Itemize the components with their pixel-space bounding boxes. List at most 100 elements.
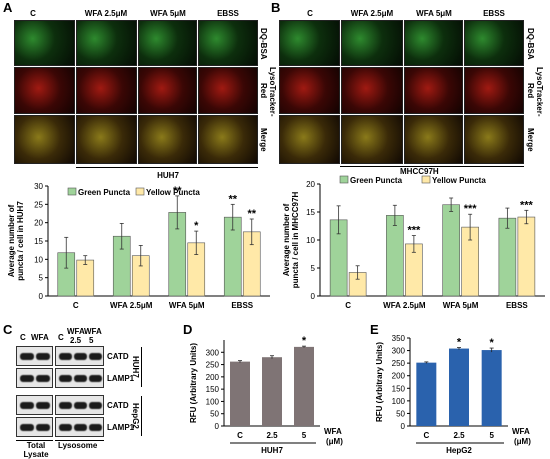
x-tick-label: 2.5 [266, 431, 278, 440]
a-col-header-3: WFA 5μM [150, 9, 186, 18]
chart-b-puncta-mhcc97h: 0 5 10 15 20 C *** WFA 2.5μM *** WFA 5μM *** EBSS Av… [282, 175, 545, 310]
c-lane-wfa3: WFA [84, 327, 102, 336]
x-tick-label: 5 [489, 431, 494, 440]
y-tick-label: 0 [215, 422, 220, 431]
significance-label: *** [520, 199, 534, 211]
blot-huh7-lamp1-lyso [55, 368, 104, 388]
legend-swatch [421, 175, 431, 184]
legend-label: Green Puncta [350, 176, 403, 185]
a-micrograph-c-dqbsa [14, 20, 75, 66]
significance-label: ** [173, 185, 182, 197]
c-hepg2-bracket [141, 396, 142, 436]
bar [294, 346, 314, 426]
c-bottom-lysosome: Lysosome [58, 441, 98, 450]
y-tick-label: 200 [206, 373, 220, 382]
c-cell-line-huh7: HUH7 [131, 356, 140, 378]
y-tick-label: 200 [392, 372, 406, 381]
y-tick-label: 250 [392, 359, 406, 368]
panel-d-label: D [183, 322, 193, 337]
significance-label: * [302, 335, 307, 347]
y-tick-label: 250 [206, 361, 220, 370]
y-tick-label: 100 [392, 397, 406, 406]
panel-a-label: A [3, 0, 13, 15]
significance-label: *** [407, 225, 421, 237]
b-micrograph-wfa5-dqbsa [404, 20, 463, 66]
a-micrograph-wfa5-dqbsa [138, 20, 197, 66]
c-cell-line-hepg2: HepG2 [131, 403, 140, 429]
y-axis-label: RFU (Arbitrary Units) [375, 342, 384, 422]
y-tick-label: 300 [206, 348, 220, 357]
a-micrograph-wfa5-merge [138, 115, 197, 164]
y-tick-label: 350 [392, 334, 406, 343]
blot-hepg2-lamp1-lyso [55, 417, 104, 437]
a-micrograph-wfa25-dqbsa [76, 20, 137, 66]
c-total-underline [16, 440, 53, 441]
significance-label: ** [247, 208, 256, 220]
c-lane-dose-5: 5 [89, 336, 94, 345]
y-tick-label: 20 [306, 180, 315, 189]
x-tick-label: WFA 2.5μM [383, 301, 426, 310]
x-tick-label: EBSS [506, 301, 528, 310]
y-tick-label: 25 [34, 200, 43, 209]
a-micrograph-ebss-lyso [198, 67, 258, 114]
significance-label: * [194, 220, 199, 232]
significance-label: ** [228, 193, 237, 205]
y-tick-label: 0 [311, 292, 316, 301]
panel-b-label: B [271, 0, 281, 15]
b-micrograph-wfa5-lyso [404, 67, 463, 114]
y-axis-label: Average number of [282, 203, 291, 276]
b-col-header-4: EBSS [483, 9, 505, 18]
legend-label: Yellow Puncta [432, 176, 486, 185]
x-tick-label: 5 [302, 431, 307, 440]
a-row-label-merge: Merge [259, 128, 268, 152]
a-micrograph-c-merge [14, 115, 75, 164]
a-treatment-underline [76, 167, 258, 168]
b-micrograph-ebss-lyso [464, 67, 524, 114]
c-row-label-catd-1: CATD [107, 352, 129, 361]
a-row-label-lyso: LysoTracker-Red [259, 67, 277, 117]
y-tick-label: 150 [206, 385, 220, 394]
a-micrograph-ebss-dqbsa [198, 20, 258, 66]
b-micrograph-ebss-merge [464, 115, 524, 164]
c-lane-c2: C [58, 333, 64, 342]
x-tick-label: WFA 5μM [169, 301, 205, 310]
b-row-label-merge: Merge [526, 128, 535, 152]
legend-swatch [339, 175, 349, 184]
y-tick-label: 20 [34, 219, 43, 228]
a-col-header-2: WFA 2.5μM [84, 9, 128, 18]
significance-label: *** [464, 203, 478, 215]
bar-yellow [76, 259, 95, 297]
bar-green [498, 217, 517, 297]
y-tick-label: 150 [392, 384, 406, 393]
bar [481, 350, 502, 426]
x-tick-label: WFA 2.5μM [110, 301, 153, 310]
y-tick-label: 100 [206, 397, 220, 406]
a-micrograph-wfa25-merge [76, 115, 137, 164]
y-tick-label: 15 [34, 237, 43, 246]
c-huh7-bracket [141, 347, 142, 387]
legend-label: Yellow Puncta [146, 188, 200, 197]
b-row-label-dqbsa: DQ-BSA [526, 28, 535, 60]
a-col-header-4: EBSS [217, 9, 239, 18]
panel-e-label: E [370, 322, 379, 337]
bar [449, 348, 469, 426]
c-lyso-underline [55, 440, 104, 441]
b-cell-line-label: MHCC97H [400, 167, 439, 176]
c-row-label-catd-2: CATD [107, 401, 129, 410]
legend-swatch [135, 187, 145, 196]
y-axis-label: RFU (Arbitrary Units) [189, 343, 198, 423]
y-tick-label: 10 [306, 236, 315, 245]
c-lane-dose-25: 2.5 [70, 336, 82, 345]
blot-hepg2-lamp1-total [16, 417, 53, 437]
chart-d-rfu-huh7: 0 50 100 150 200 250 300 C 2.5 * 5 WFA(μM) HUH7 RFU (… [189, 335, 343, 455]
panel-c-label: C [3, 322, 13, 337]
y-axis-label: puncta / cell in HUH7 [16, 201, 25, 281]
b-micrograph-c-lyso [279, 67, 340, 114]
x-unit-label-sub: (μM) [514, 437, 531, 446]
c-lane-wfa2: WFA [67, 327, 85, 336]
blot-huh7-catd-total [16, 346, 53, 366]
y-tick-label: 300 [392, 347, 406, 356]
y-tick-label: 5 [311, 264, 316, 273]
a-cell-line-label: HUH7 [157, 171, 179, 180]
